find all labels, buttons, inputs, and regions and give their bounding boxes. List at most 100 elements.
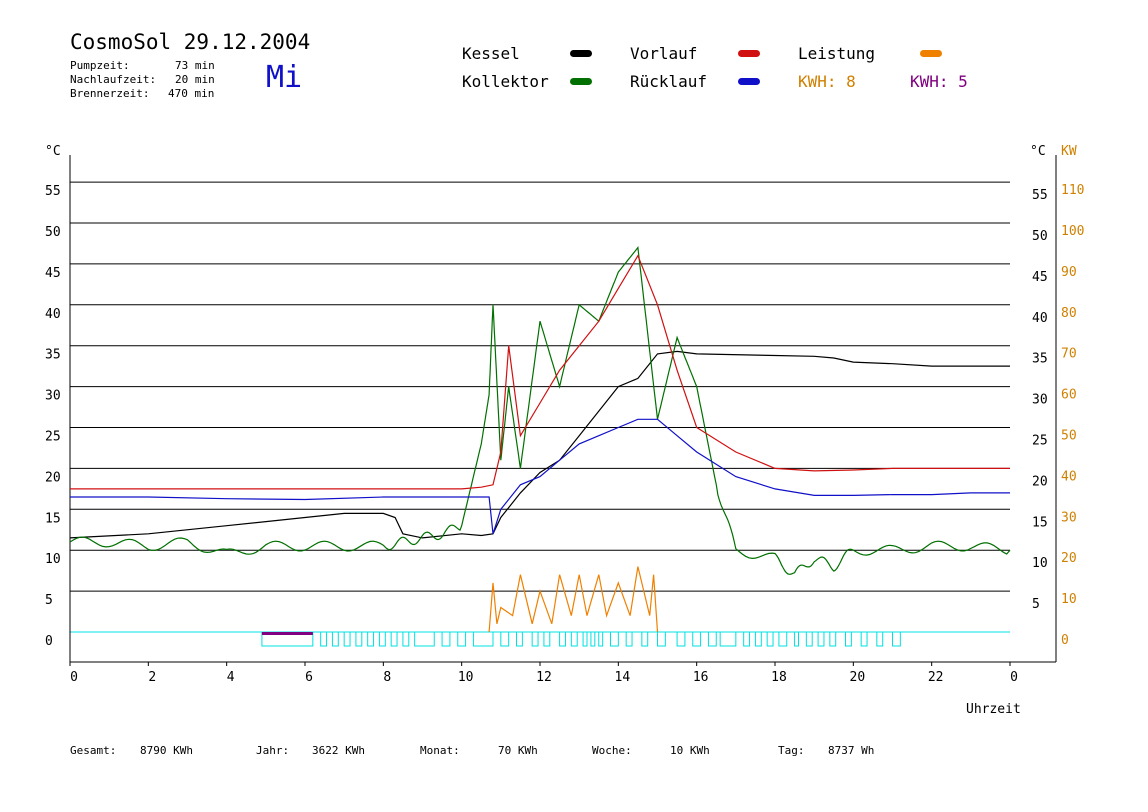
pump-pulse	[320, 631, 328, 647]
pump-pulse	[531, 631, 539, 647]
stat-value-nachlaufzeit: 20 min	[175, 73, 215, 86]
x-axis-label: Uhrzeit	[966, 702, 1021, 717]
y-tick-right-label: 50	[1032, 229, 1048, 244]
stat-label-nachlaufzeit: Nachlaufzeit:	[70, 73, 157, 86]
pump-pulse	[590, 631, 596, 647]
pump-pulse	[778, 631, 788, 647]
y-axis-right2-unit: KW	[1061, 144, 1077, 159]
pump-pulse	[707, 631, 717, 647]
y-tick-kw-label: 0	[1061, 633, 1069, 648]
pump-pulse	[414, 631, 435, 647]
legend-kwh-orange: KWH: 8	[798, 72, 856, 91]
burner-marker	[261, 632, 313, 635]
legend-kessel-label: Kessel	[462, 44, 520, 63]
y-tick-left-label: 15	[45, 511, 61, 526]
pump-pulse	[657, 631, 666, 647]
y-tick-kw-label: 40	[1061, 469, 1077, 484]
stat-label-brennerzeit: Brennerzeit:	[70, 87, 150, 100]
x-tick-label: 0	[1010, 670, 1018, 685]
y-tick-left-label: 35	[45, 348, 61, 363]
stat-value-brennerzeit: 470 min	[168, 87, 215, 100]
pump-pulse	[598, 631, 604, 647]
footer-woche-label: Woche:	[592, 744, 632, 757]
pump-pulse	[829, 631, 837, 647]
x-tick-label: 2	[148, 670, 156, 685]
legend-ruecklauf-label: Rücklauf	[630, 72, 708, 91]
pump-pulse	[719, 631, 737, 647]
pump-pulse	[805, 631, 813, 647]
y-tick-kw-label: 10	[1061, 592, 1077, 607]
pump-pulse	[390, 631, 398, 647]
y-tick-kw-label: 100	[1061, 224, 1084, 239]
pump-pulse	[845, 631, 852, 647]
y-tick-left-label: 25	[45, 430, 61, 445]
y-tick-right-label: 5	[1032, 597, 1040, 612]
y-tick-right-label: 10	[1032, 556, 1048, 571]
pump-pulse	[892, 631, 901, 647]
y-tick-left-label: 20	[45, 470, 61, 485]
series-kollektor	[69, 245, 1011, 575]
pump-pulse	[457, 631, 467, 647]
pump-pulse	[441, 631, 451, 647]
pump-pulse	[743, 631, 751, 647]
y-tick-kw-label: 50	[1061, 429, 1077, 444]
y-tick-left-label: 30	[45, 389, 61, 404]
y-axis-right-unit: °C	[1030, 144, 1046, 159]
pump-pulse	[331, 631, 339, 647]
y-tick-right-label: 35	[1032, 352, 1048, 367]
x-tick-label: 12	[536, 670, 552, 685]
pump-pulse	[343, 631, 351, 647]
y-tick-kw-label: 20	[1061, 551, 1077, 566]
footer-jahr-value: 3622 KWh	[312, 744, 365, 757]
pump-pulse	[500, 631, 510, 647]
stat-label-pumpzeit: Pumpzeit:	[70, 59, 130, 72]
y-tick-kw-label: 90	[1061, 265, 1077, 280]
y-tick-right-label: 25	[1032, 434, 1048, 449]
y-tick-right-label: 20	[1032, 474, 1048, 489]
legend-leistung-label: Leistung	[798, 44, 876, 63]
footer-woche-value: 10 KWh	[670, 744, 710, 757]
footer-monat-value: 70 KWh	[498, 744, 538, 757]
x-tick-label: 18	[771, 670, 787, 685]
x-tick-label: 4	[227, 670, 235, 685]
pump-pulse	[367, 631, 375, 647]
pump-pulse	[676, 631, 686, 647]
pump-pulse	[625, 631, 633, 647]
weekday-label: Mi	[266, 60, 303, 95]
stat-value-pumpzeit: 73 min	[175, 59, 215, 72]
footer-jahr-label: Jahr:	[256, 744, 290, 757]
pump-pulse	[472, 631, 494, 647]
pump-pulse	[559, 631, 566, 647]
legend-kollektor-label: Kollektor	[462, 72, 549, 91]
pump-pulse	[794, 631, 799, 647]
pump-pulse	[876, 631, 884, 647]
pump-pulse	[692, 631, 702, 647]
y-tick-kw-label: 110	[1061, 183, 1084, 198]
y-tick-left-label: 40	[45, 307, 61, 322]
legend-kessel-swatch	[570, 50, 592, 57]
legend-vorlauf-swatch	[738, 50, 760, 57]
pump-pulse	[766, 631, 774, 647]
pump-pulse	[610, 631, 619, 647]
x-tick-label: 10	[458, 670, 474, 685]
x-tick-label: 8	[383, 670, 391, 685]
legend-leistung-swatch	[920, 50, 942, 57]
series-ruecklauf	[70, 418, 1010, 534]
pump-pulse	[754, 631, 762, 647]
footer-tag-value: 8737 Wh	[828, 744, 875, 757]
pump-pulse	[355, 631, 363, 647]
y-tick-left-label: 50	[45, 225, 61, 240]
y-tick-kw-label: 70	[1061, 347, 1077, 362]
pump-pulse	[516, 631, 523, 647]
pump-pulse	[402, 631, 410, 647]
pump-pulse	[378, 631, 386, 647]
series-leistung	[488, 566, 659, 633]
series-kessel	[69, 350, 1010, 539]
y-tick-left-label: 5	[45, 593, 53, 608]
x-tick-label: 6	[305, 670, 313, 685]
y-tick-kw-label: 80	[1061, 306, 1077, 321]
y-tick-right-label: 30	[1032, 393, 1048, 408]
y-tick-kw-label: 30	[1061, 510, 1077, 525]
y-tick-left-label: 55	[45, 184, 61, 199]
